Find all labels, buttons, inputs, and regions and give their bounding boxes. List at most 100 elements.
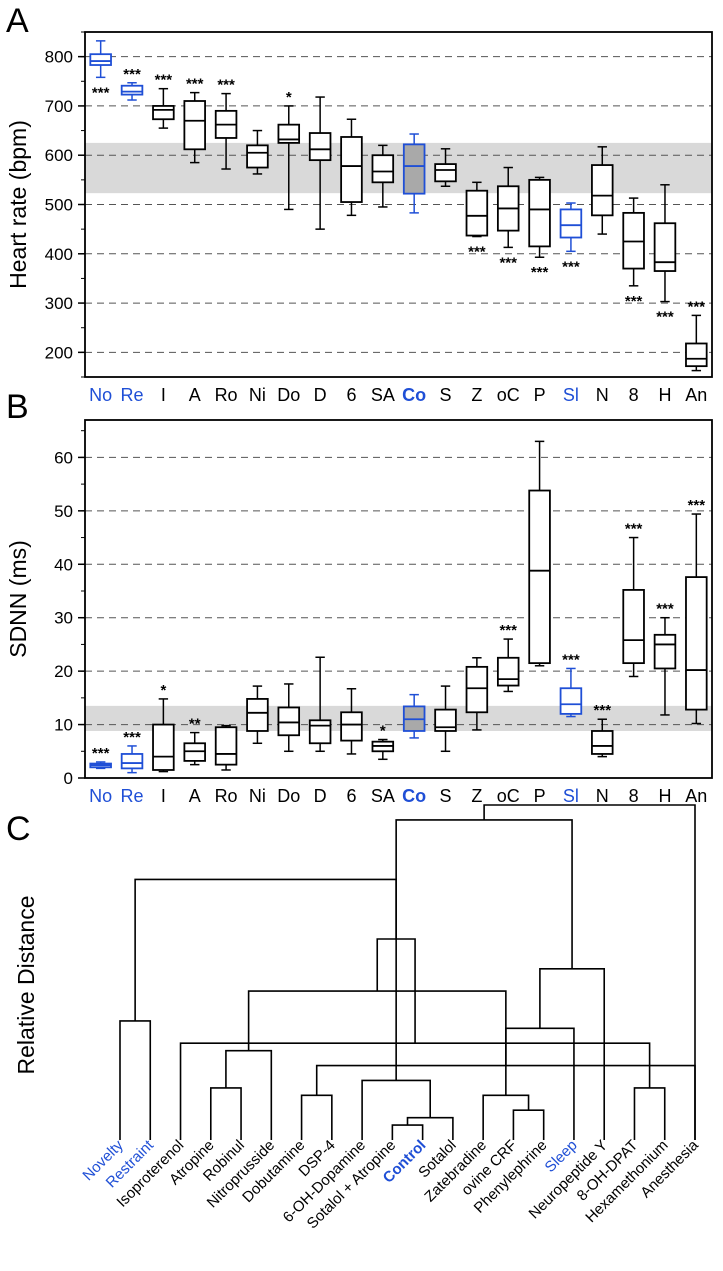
box — [496, 656, 520, 687]
x-tick-label: SA — [371, 786, 395, 806]
y-tick-label: 200 — [45, 343, 73, 362]
significance-marker: *** — [186, 76, 204, 93]
x-tick-label: Co — [402, 786, 426, 806]
y-tick-label: 20 — [54, 662, 73, 681]
x-tick-label: Z — [471, 385, 482, 405]
y-tick-label: 600 — [45, 146, 73, 165]
panel-a-boxplot: 200 300 400 500 600 700 800 Heart rate (bpm) No *… — [5, 31, 713, 405]
dendrogram-link — [225, 1049, 273, 1140]
x-tick-label: D — [314, 385, 327, 405]
box — [653, 633, 677, 670]
box — [89, 53, 112, 66]
dendrogram-link — [512, 1109, 545, 1140]
box — [371, 154, 395, 184]
panel-label-b: B — [6, 388, 29, 426]
y-axis-label: SDNN (ms) — [5, 540, 31, 658]
panel-label-c: C — [6, 810, 31, 848]
x-tick-label: N — [596, 786, 609, 806]
x-tick-label: Ni — [249, 786, 266, 806]
y-axis-label: Heart rate (bpm) — [5, 120, 31, 289]
x-tick-label: Do — [277, 385, 300, 405]
box — [465, 665, 489, 714]
x-tick-label: S — [440, 786, 452, 806]
significance-marker: *** — [468, 244, 486, 261]
significance-marker: *** — [594, 702, 612, 719]
box — [402, 143, 426, 195]
x-tick-label: H — [658, 786, 671, 806]
significance-marker: *** — [155, 72, 173, 89]
significance-marker: *** — [688, 298, 706, 315]
dendrogram-link — [406, 1116, 454, 1140]
box — [340, 711, 363, 742]
y-axis-label: Relative Distance — [13, 896, 39, 1075]
box — [559, 208, 583, 239]
box — [246, 698, 269, 732]
dendrogram-link — [395, 819, 573, 1081]
x-tick-label: No — [89, 786, 112, 806]
y-tick-label: 400 — [45, 245, 73, 264]
significance-marker: * — [380, 723, 386, 740]
x-tick-label: Ni — [249, 385, 266, 405]
x-tick-label: 8 — [629, 786, 639, 806]
x-tick-label: 6 — [346, 786, 356, 806]
x-tick-label: SA — [371, 385, 395, 405]
box — [591, 730, 614, 755]
dendrogram-link — [119, 1020, 152, 1140]
significance-marker: *** — [123, 729, 141, 746]
x-tick-label: Sl — [563, 786, 579, 806]
x-tick-label: Re — [121, 786, 144, 806]
y-tick-label: 700 — [45, 97, 73, 116]
box — [183, 100, 206, 151]
box — [152, 105, 175, 121]
significance-marker: ** — [189, 716, 201, 733]
box — [308, 132, 332, 162]
x-tick-label: Sl — [563, 385, 579, 405]
y-tick-label: 10 — [54, 716, 73, 735]
y-tick-label: 30 — [54, 609, 73, 628]
significance-marker: *** — [92, 745, 110, 762]
panel-label-a: A — [6, 2, 29, 40]
box — [214, 726, 238, 766]
plot-frame — [84, 31, 713, 378]
significance-marker: *** — [531, 264, 549, 281]
box — [622, 589, 645, 665]
x-tick-label: N — [596, 385, 609, 405]
panel-c-dendrogram: NoveltyRestraintIsoproterenolAtropineRob… — [13, 804, 702, 1232]
box — [528, 178, 551, 248]
box — [277, 123, 301, 144]
box — [120, 753, 144, 770]
significance-marker: * — [286, 89, 292, 106]
box — [152, 723, 175, 771]
significance-marker: * — [160, 682, 166, 699]
box — [591, 164, 614, 217]
box — [434, 708, 457, 732]
y-tick-label: 500 — [45, 196, 73, 215]
x-tick-label: An — [685, 786, 707, 806]
x-tick-label: oC — [497, 786, 520, 806]
box — [528, 489, 551, 665]
box — [434, 163, 457, 183]
box — [308, 719, 332, 745]
box — [653, 222, 677, 272]
significance-marker: *** — [562, 651, 580, 668]
significance-marker: *** — [92, 84, 110, 101]
x-tick-label: H — [658, 385, 671, 405]
x-tick-label: 6 — [346, 385, 356, 405]
dendrogram-link — [361, 1079, 431, 1140]
x-tick-label: I — [161, 385, 166, 405]
x-tick-label: Ro — [215, 385, 238, 405]
significance-marker: *** — [656, 309, 674, 326]
y-tick-label: 300 — [45, 294, 73, 313]
x-tick-label: Co — [402, 385, 426, 405]
x-tick-label: I — [161, 786, 166, 806]
x-tick-label: 8 — [629, 385, 639, 405]
significance-marker: *** — [562, 258, 580, 275]
panel-b-boxplot: 0 10 20 30 40 50 60 SDNN (ms) No *** Re *** I * A ** Ro N… — [5, 419, 713, 806]
dendrogram-link — [633, 1087, 666, 1140]
x-tick-label: Re — [121, 385, 144, 405]
box — [685, 576, 708, 711]
significance-marker: *** — [625, 521, 643, 538]
dendrogram-link — [300, 1094, 333, 1140]
x-tick-label: P — [534, 385, 546, 405]
